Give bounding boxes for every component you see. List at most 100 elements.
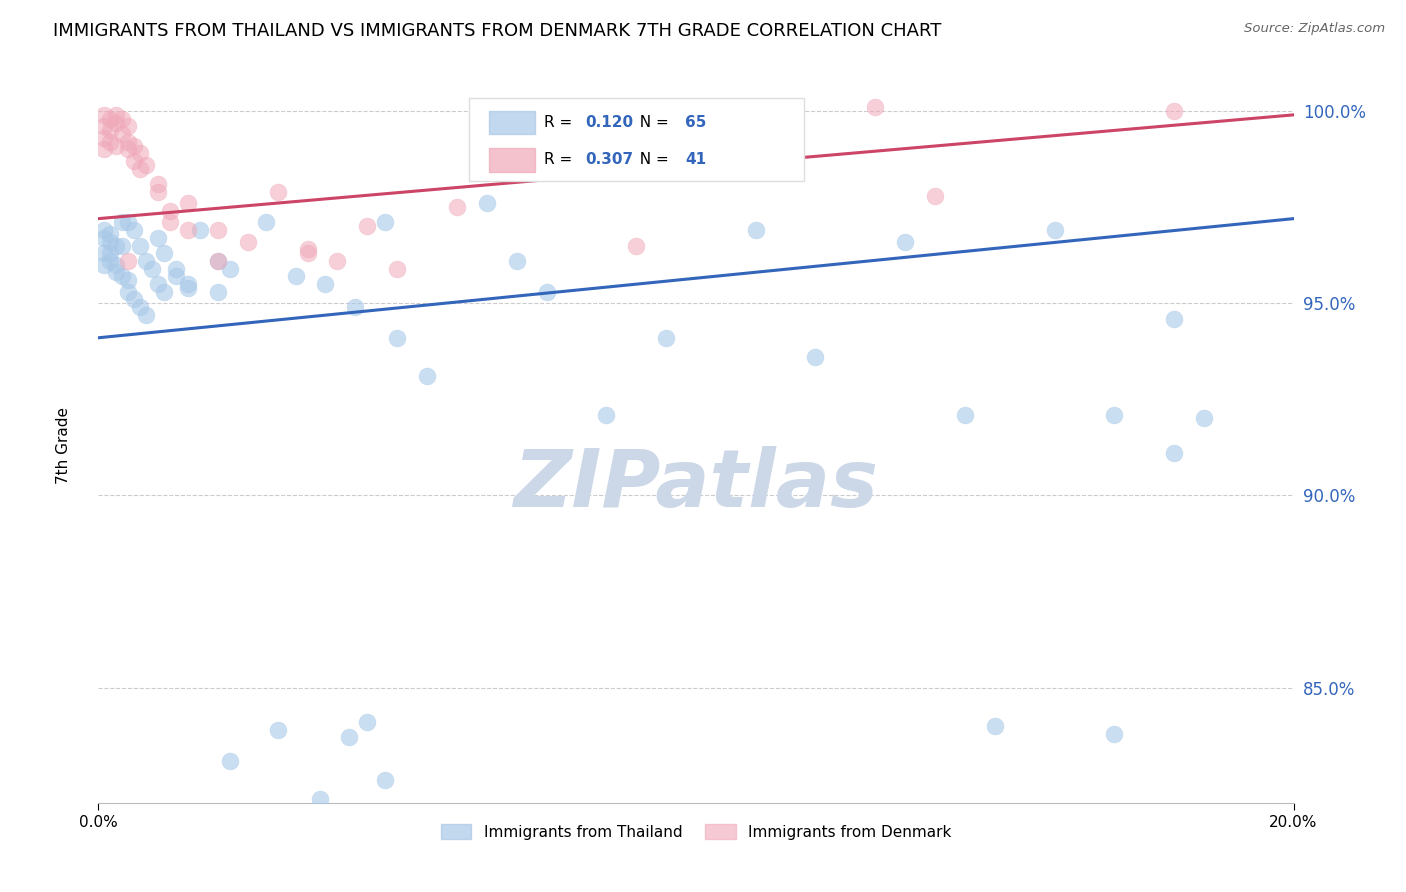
Point [595,408,617,422]
Text: 65: 65 [685,115,707,129]
Point [344,300,367,314]
Point [356,715,378,730]
Text: 7th Grade: 7th Grade [56,408,70,484]
Point [416,369,439,384]
Point [117,135,139,149]
Point [93,108,115,122]
Point [385,331,409,345]
Point [98,112,122,126]
Point [446,200,468,214]
Point [93,231,115,245]
Point [315,277,337,291]
Text: R =: R = [544,153,578,168]
Point [177,277,200,291]
Point [117,120,139,134]
Point [148,277,170,291]
Point [924,188,946,202]
Point [117,273,139,287]
Point [267,723,290,737]
Point [111,127,134,141]
Point [1104,726,1126,740]
Point [219,754,242,768]
Point [93,223,115,237]
Point [297,243,319,257]
Text: 0.120: 0.120 [585,115,633,129]
Point [135,308,157,322]
Point [894,235,917,249]
FancyBboxPatch shape [470,98,804,181]
Point [506,254,529,268]
Point [984,719,1007,733]
Point [148,177,170,191]
Point [129,300,152,314]
Point [105,238,128,252]
Point [339,731,361,745]
Point [177,281,200,295]
Point [254,215,277,229]
Text: ZIPatlas: ZIPatlas [513,446,879,524]
Legend: Immigrants from Thailand, Immigrants from Denmark: Immigrants from Thailand, Immigrants fro… [434,818,957,846]
Point [105,108,128,122]
Point [98,235,122,249]
Point [105,115,128,129]
Point [385,261,409,276]
Point [98,246,122,260]
Point [129,146,152,161]
Point [117,254,139,268]
Point [1104,408,1126,422]
Point [159,215,181,229]
Point [219,261,242,276]
Point [1163,103,1185,118]
Point [188,223,211,237]
Point [177,196,200,211]
Point [111,269,134,284]
Point [141,261,163,276]
Point [124,223,146,237]
Point [129,161,152,176]
Point [98,227,122,241]
Point [165,269,187,284]
Text: N =: N = [630,153,673,168]
Point [124,293,146,307]
Point [93,143,115,157]
Point [1043,223,1066,237]
Point [165,261,187,276]
Text: N =: N = [630,115,673,129]
Point [124,153,146,168]
Point [374,215,396,229]
Text: R =: R = [544,115,578,129]
Point [1163,311,1185,326]
Point [148,185,170,199]
Point [207,285,229,299]
Point [745,223,768,237]
Point [117,143,139,157]
Point [655,331,678,345]
Point [111,215,134,229]
Point [1192,411,1215,425]
Point [105,265,128,279]
Point [98,254,122,268]
Point [105,138,128,153]
Text: 41: 41 [685,153,706,168]
Point [117,215,139,229]
Point [804,350,827,364]
Point [93,131,115,145]
FancyBboxPatch shape [489,111,534,135]
Point [207,254,229,268]
Point [111,238,134,252]
Point [153,246,176,260]
Point [148,231,170,245]
Point [1163,446,1185,460]
Point [297,246,319,260]
Point [475,196,498,211]
Point [284,269,307,284]
Point [135,254,157,268]
Point [374,772,396,787]
Text: IMMIGRANTS FROM THAILAND VS IMMIGRANTS FROM DENMARK 7TH GRADE CORRELATION CHART: IMMIGRANTS FROM THAILAND VS IMMIGRANTS F… [53,22,942,40]
Point [153,285,176,299]
Point [308,792,330,806]
Point [326,254,349,268]
Point [93,258,115,272]
Point [356,219,378,234]
Text: 0.307: 0.307 [585,153,633,168]
